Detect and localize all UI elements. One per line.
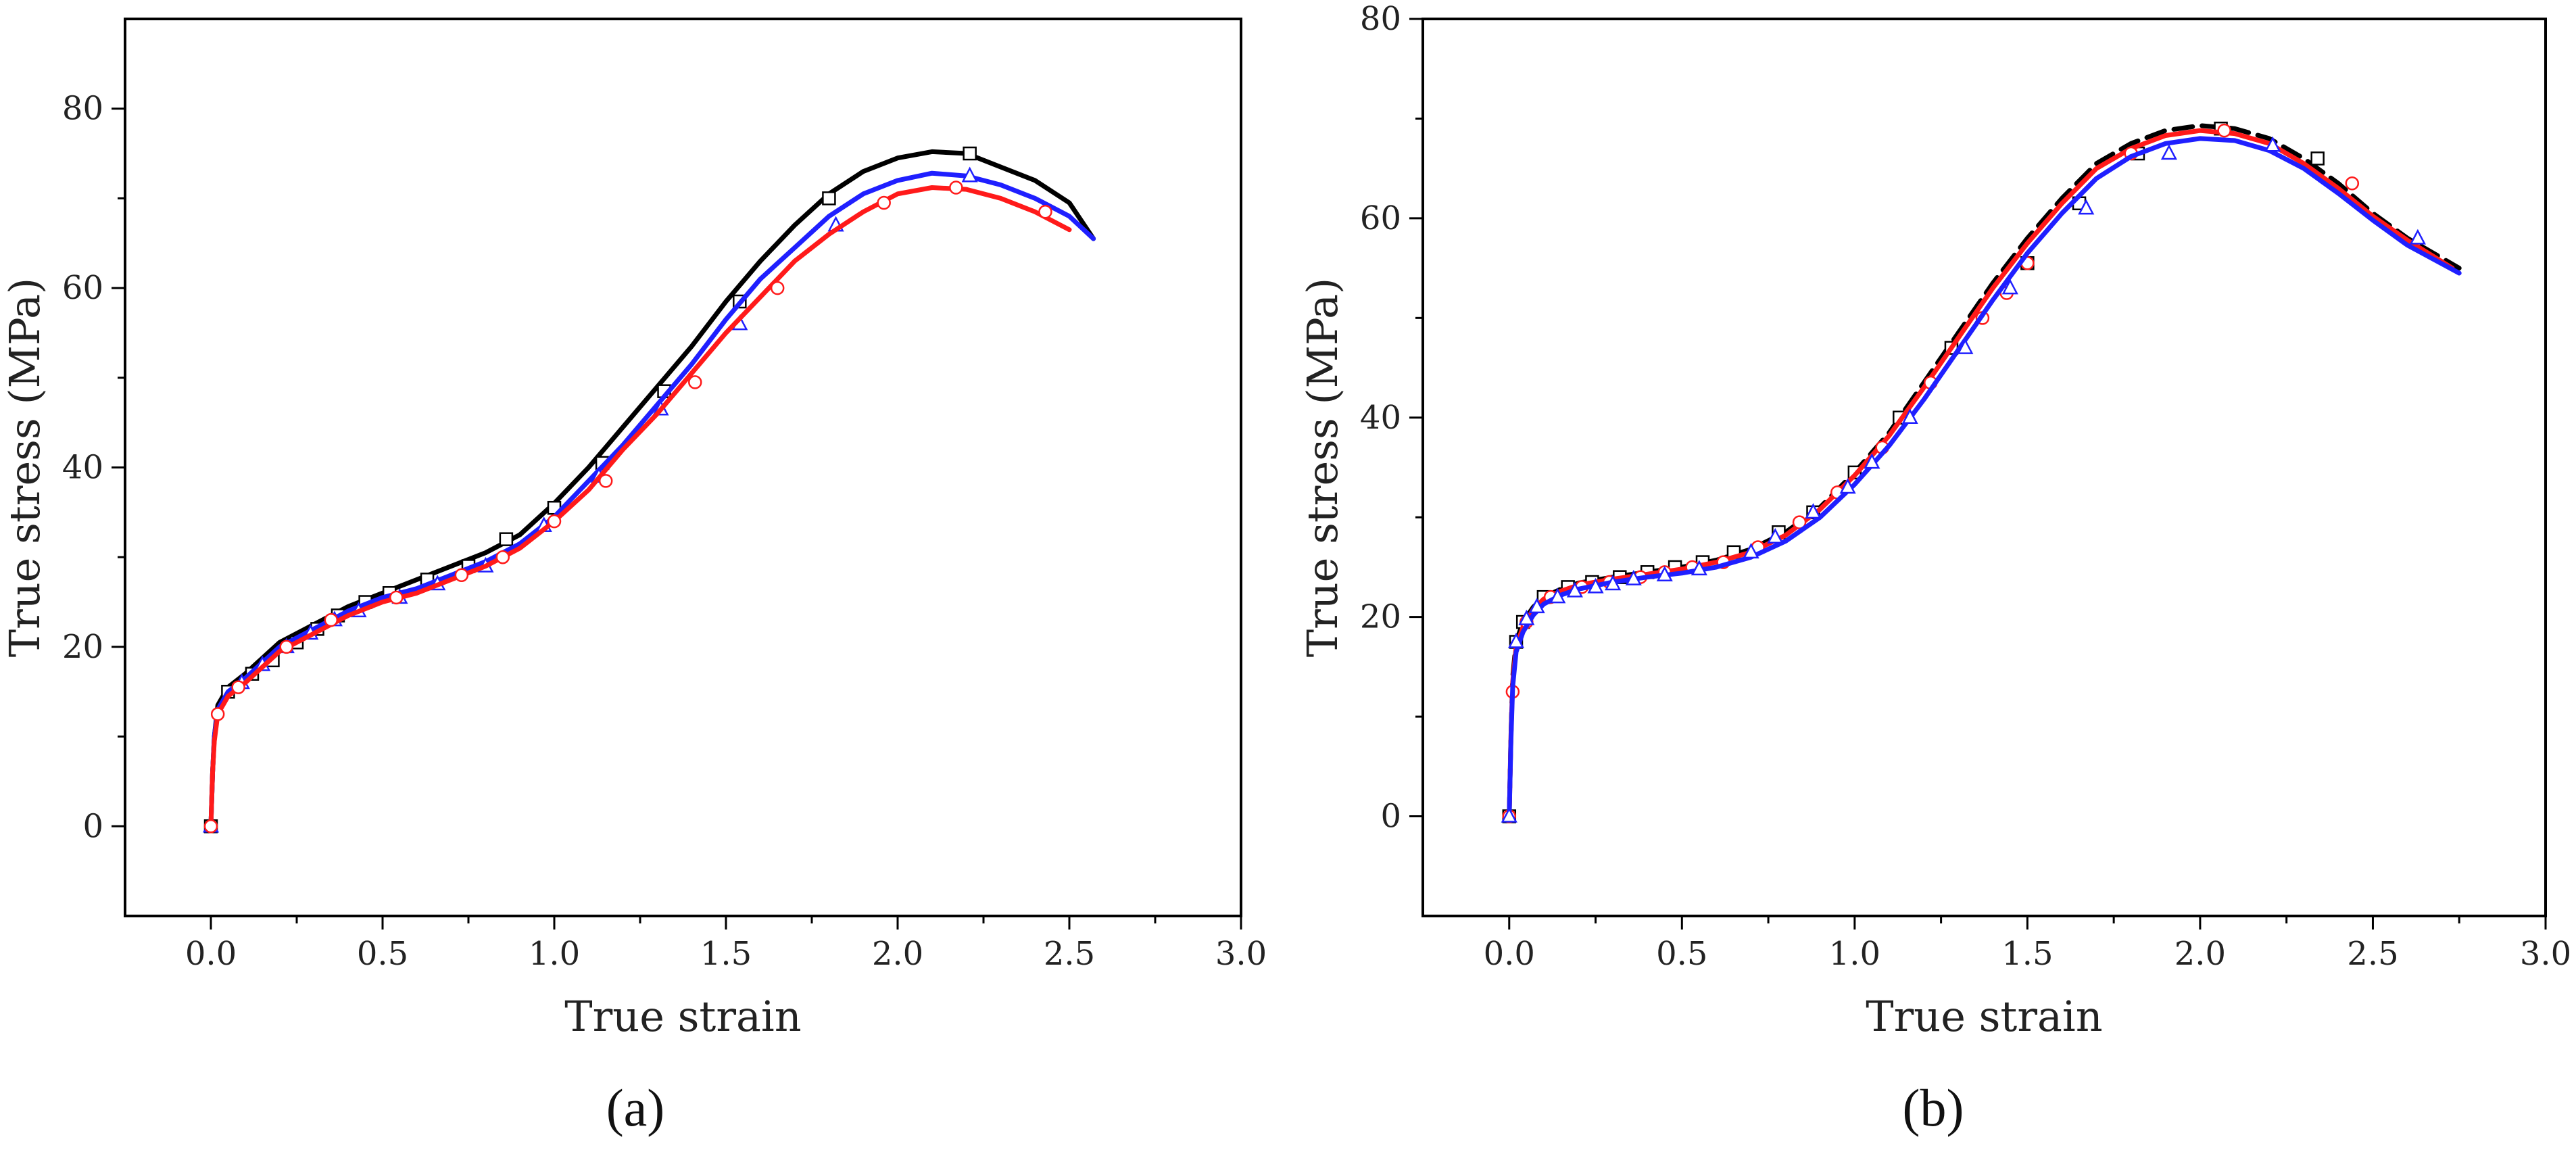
data-point (389, 590, 404, 605)
data-point (2160, 144, 2177, 160)
y-tick-label: 60 (62, 269, 103, 307)
x-tick-label: 3.0 (2520, 935, 2571, 973)
data-point (1566, 581, 1583, 598)
data-point (2264, 136, 2281, 152)
series-line-blue-triangle (1507, 136, 2462, 819)
data-point (1839, 478, 1856, 494)
panel-a: 0.0 0.5 1.0 1.5 2.0 2.5 3.0 0 20 40 60 80 True strai… (0, 18, 1267, 1137)
data-point (1805, 503, 1822, 519)
series-line-black-square (208, 149, 1096, 829)
x-tick-label: 2.5 (2347, 935, 2398, 973)
data-point (688, 375, 702, 389)
data-point (1549, 587, 1566, 604)
data-point (1792, 515, 1807, 529)
data-point (324, 612, 339, 627)
x-tick-label: 1.0 (1829, 935, 1880, 973)
data-point (961, 166, 978, 183)
data-point (1605, 575, 1622, 591)
y-axis-title: True stress (MPa) (0, 278, 49, 657)
data-point (1038, 205, 1052, 219)
data-point (1501, 806, 1517, 823)
data-point (1864, 453, 1880, 469)
data-point (231, 680, 245, 694)
data-point (1691, 560, 1707, 576)
data-point (2001, 279, 2018, 295)
data-point (203, 819, 218, 834)
series-black-square (1502, 121, 2462, 823)
x-tick-label: 0.5 (1656, 935, 1707, 973)
y-tick-label: 40 (1360, 399, 1401, 437)
series-red-circle (203, 180, 1072, 834)
x-tick-label: 0.5 (357, 935, 408, 973)
data-point (963, 146, 977, 161)
data-point (495, 550, 510, 564)
data-point (454, 568, 469, 582)
x-tick-label: 1.5 (2001, 935, 2053, 973)
y-tick-label: 80 (1360, 0, 1401, 38)
data-point (770, 281, 785, 295)
panel-label: (b) (1903, 1078, 1964, 1137)
x-axis-title: True strain (564, 992, 801, 1041)
x-tick-label: 2.0 (2174, 935, 2226, 973)
data-point (1528, 598, 1545, 614)
x-tick-label: 0.0 (185, 935, 237, 973)
x-tick-label: 2.0 (872, 935, 923, 973)
y-tick-label: 80 (62, 90, 103, 128)
series-line-red-circle (208, 185, 1072, 829)
data-point (2078, 199, 2095, 215)
data-point (598, 474, 613, 488)
series-blue-triangle (202, 166, 1096, 833)
data-point (1957, 338, 1974, 354)
plot-frame (1421, 18, 2547, 917)
data-point (1625, 569, 1642, 585)
data-point (1507, 632, 1525, 648)
x-tick-label: 1.5 (700, 935, 752, 973)
x-tick-label: 1.0 (529, 935, 580, 973)
data-point (1743, 543, 1759, 559)
series-red-circle (1502, 123, 2455, 823)
y-tick-label: 60 (1360, 199, 1401, 237)
series-line-black-square (1507, 123, 2462, 819)
series-black-square (203, 146, 1096, 834)
data-point (547, 514, 562, 529)
y-tick-label: 0 (1380, 798, 1401, 836)
data-point (2409, 228, 2426, 245)
panel-b: 0.0 0.5 1.0 1.5 2.0 2.5 3.0 0 20 40 60 80 True strai… (1298, 0, 2571, 1137)
data-point (1901, 408, 1918, 425)
data-point (2310, 151, 2325, 166)
data-point (949, 180, 963, 195)
y-tick-label: 0 (82, 807, 103, 845)
series-line-blue-triangle (208, 170, 1096, 829)
x-tick-label: 2.5 (1044, 935, 1095, 973)
data-point (2345, 176, 2360, 191)
data-point (1587, 577, 1604, 594)
data-point (1767, 528, 1784, 544)
data-point (499, 532, 514, 546)
plot-frame (124, 18, 1242, 917)
y-tick-label: 20 (1360, 598, 1401, 636)
series-blue-triangle (1501, 136, 2462, 823)
data-point (1518, 609, 1535, 625)
data-point (1656, 566, 1673, 581)
data-point (822, 191, 836, 206)
x-axis-title: True strain (1866, 992, 2102, 1041)
series-line-red-circle (1507, 128, 2455, 819)
x-tick-label: 3.0 (1215, 935, 1267, 973)
data-point (210, 707, 225, 721)
y-tick-label: 20 (62, 628, 103, 666)
x-tick-label: 0.0 (1484, 935, 1535, 973)
y-tick-label: 40 (62, 449, 103, 487)
panel-label: (a) (606, 1078, 665, 1137)
data-point (877, 195, 891, 210)
data-point (279, 640, 294, 654)
y-axis-title: True stress (MPa) (1298, 278, 1347, 657)
data-point (2217, 123, 2231, 138)
